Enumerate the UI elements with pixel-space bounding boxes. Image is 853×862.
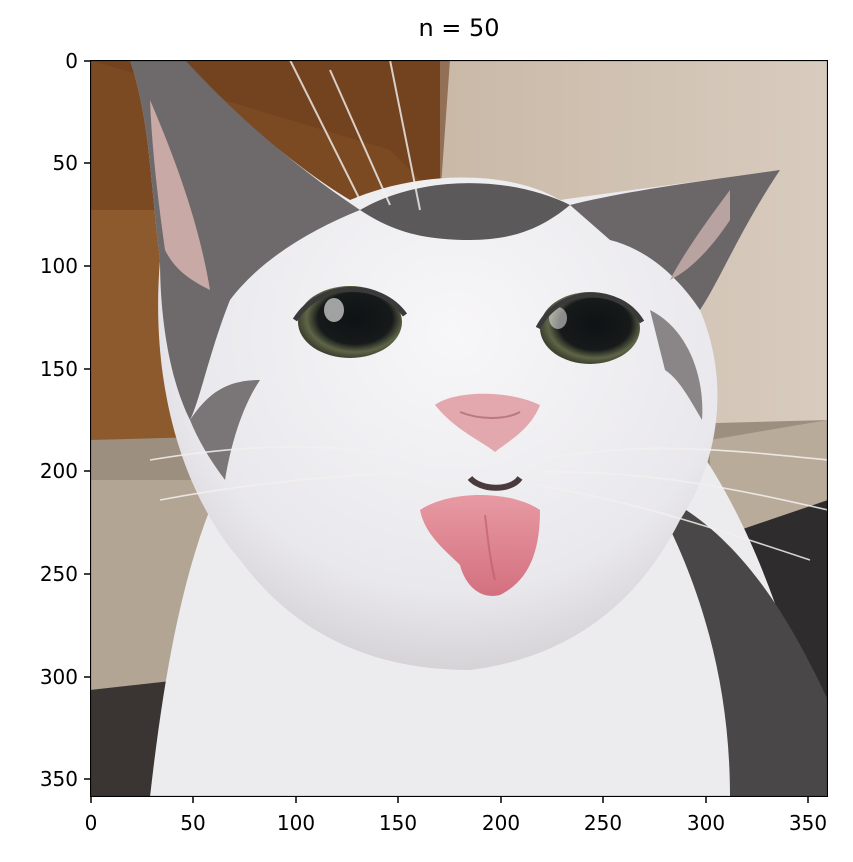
x-tick-label: 250 bbox=[584, 811, 622, 835]
x-tick-label: 350 bbox=[789, 811, 827, 835]
x-tick-label: 100 bbox=[277, 811, 315, 835]
image-plot bbox=[90, 60, 828, 797]
y-tick-label: 0 bbox=[65, 49, 78, 73]
y-tick-label: 200 bbox=[40, 459, 78, 483]
y-tick-label: 250 bbox=[40, 562, 78, 586]
x-tick-label: 150 bbox=[379, 811, 417, 835]
y-tick-label: 50 bbox=[53, 151, 78, 175]
y-tick-label: 350 bbox=[40, 767, 78, 791]
x-tick-label: 50 bbox=[180, 811, 205, 835]
y-tick-label: 300 bbox=[40, 665, 78, 689]
y-tick-label: 100 bbox=[40, 254, 78, 278]
x-tick-label: 0 bbox=[85, 811, 98, 835]
plot-frame bbox=[90, 60, 828, 797]
x-tick-label: 300 bbox=[687, 811, 725, 835]
cat-photo bbox=[90, 60, 828, 797]
figure-title: n = 50 bbox=[418, 14, 500, 42]
y-tick-label: 150 bbox=[40, 357, 78, 381]
x-tick-label: 200 bbox=[482, 811, 520, 835]
